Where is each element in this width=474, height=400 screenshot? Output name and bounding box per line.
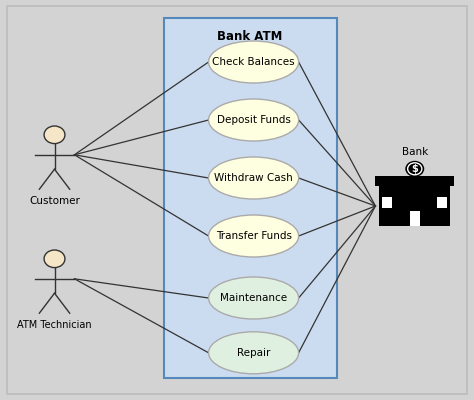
Text: Transfer Funds: Transfer Funds [216, 231, 292, 241]
Bar [379, 186, 450, 226]
Circle shape [44, 126, 65, 144]
Bar [375, 176, 454, 186]
Text: Bank: Bank [401, 147, 428, 157]
Text: Maintenance: Maintenance [220, 293, 287, 303]
Text: Withdraw Cash: Withdraw Cash [214, 173, 293, 183]
Bar [437, 197, 447, 208]
Bar [382, 197, 392, 208]
Text: Customer: Customer [29, 196, 80, 206]
Text: Bank ATM: Bank ATM [218, 30, 283, 43]
Ellipse shape [209, 215, 299, 257]
Bar [410, 211, 420, 226]
Text: ATM Technician: ATM Technician [17, 320, 92, 330]
FancyBboxPatch shape [7, 6, 467, 394]
Ellipse shape [209, 332, 299, 374]
Circle shape [408, 163, 422, 175]
Ellipse shape [209, 277, 299, 319]
Ellipse shape [209, 41, 299, 83]
Text: Deposit Funds: Deposit Funds [217, 115, 291, 125]
FancyBboxPatch shape [164, 18, 337, 378]
Circle shape [405, 161, 424, 177]
Text: Check Balances: Check Balances [212, 57, 295, 67]
Text: Repair: Repair [237, 348, 270, 358]
Ellipse shape [209, 157, 299, 199]
Ellipse shape [209, 99, 299, 141]
Circle shape [44, 250, 65, 268]
Text: $: $ [411, 164, 418, 174]
